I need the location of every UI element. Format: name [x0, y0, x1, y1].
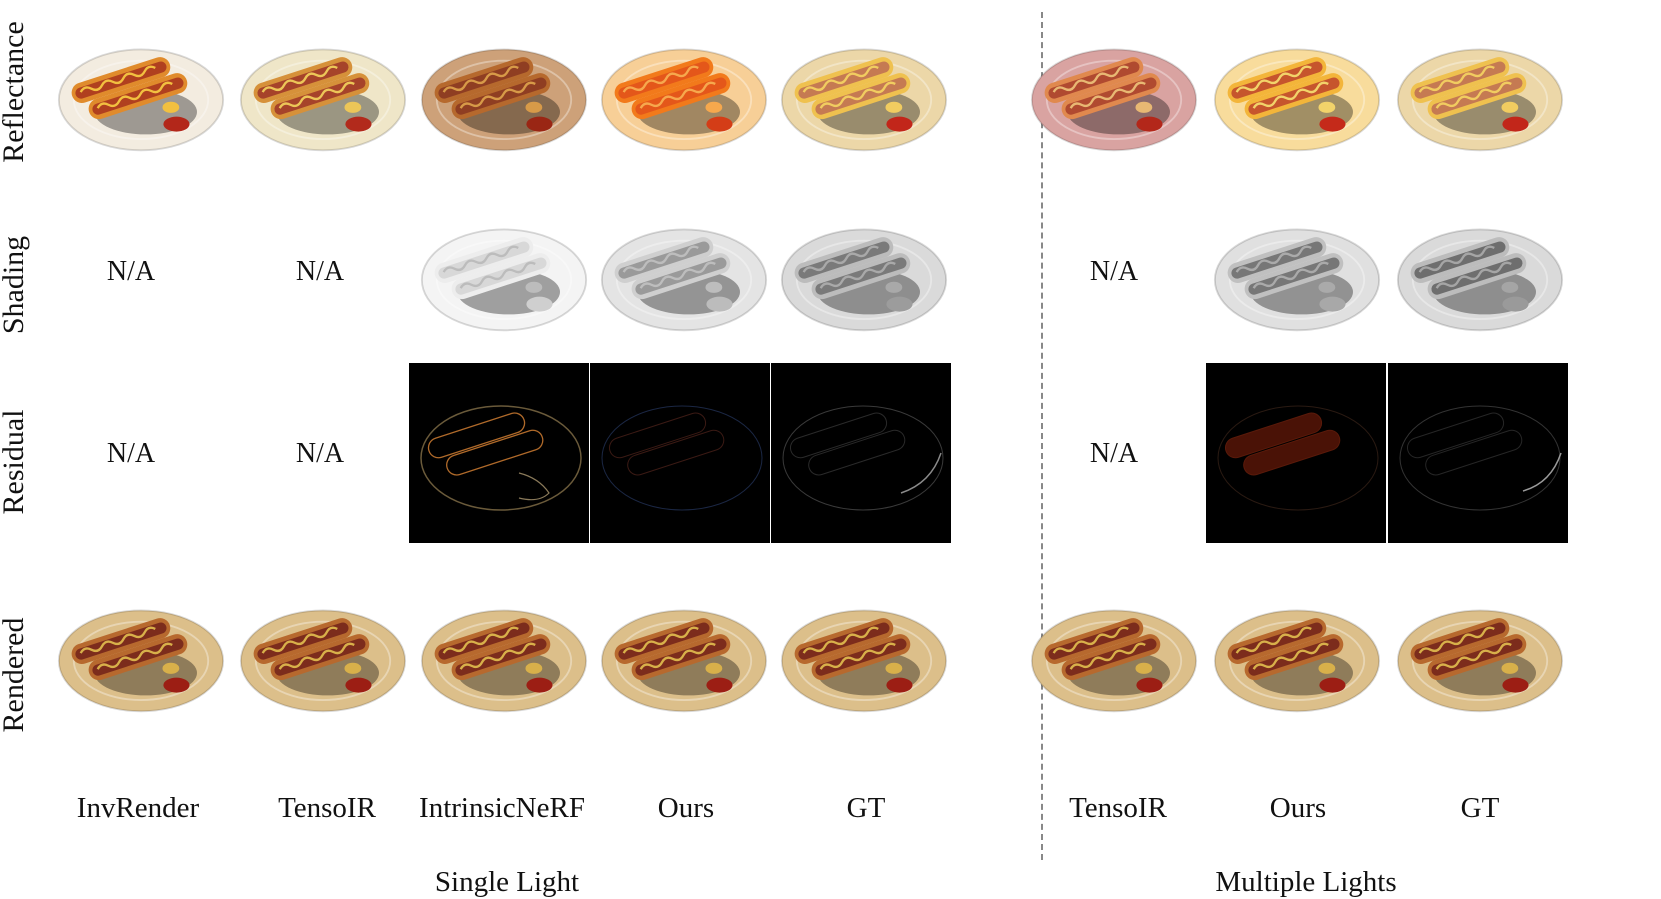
- method-label-ours: Ours: [657, 792, 715, 824]
- row-label-residual: Residual: [0, 409, 30, 515]
- row-label-rendered: Rendered: [0, 617, 30, 733]
- reflectance-tensoir-image: [239, 42, 407, 154]
- rendered-multi-ours-image: [1213, 603, 1381, 715]
- method-label-multi-gt: GT: [1460, 792, 1500, 824]
- shading-multi-tensoir-na: N/A: [1089, 256, 1139, 287]
- shading-multi-ours-image: [1213, 222, 1381, 334]
- shading-invrender-na: N/A: [106, 256, 156, 287]
- group-divider: [1041, 12, 1043, 860]
- residual-gt-image: [771, 363, 951, 543]
- shading-multi-gt-image: [1396, 222, 1564, 334]
- method-label-multi-tensoir: TensoIR: [1069, 792, 1167, 824]
- reflectance-multi-ours-image: [1213, 42, 1381, 154]
- residual-invrender-na: N/A: [106, 438, 156, 469]
- group-label-multiple-lights: Multiple Lights: [1215, 866, 1397, 898]
- rendered-multi-tensoir-image: [1030, 603, 1198, 715]
- rendered-multi-gt-image: [1396, 603, 1564, 715]
- method-label-intrinsicnerf: IntrinsicNeRF: [419, 792, 585, 824]
- method-label-invrender: InvRender: [76, 792, 200, 824]
- shading-intrinsicnerf-image: [420, 222, 588, 334]
- reflectance-gt-image: [780, 42, 948, 154]
- reflectance-multi-tensoir-image: [1030, 42, 1198, 154]
- residual-multi-tensoir-na: N/A: [1089, 438, 1139, 469]
- group-label-single-light: Single Light: [434, 866, 580, 898]
- shading-gt-image: [780, 222, 948, 334]
- reflectance-multi-gt-image: [1396, 42, 1564, 154]
- rendered-intrinsicnerf-image: [420, 603, 588, 715]
- residual-ours-image: [590, 363, 770, 543]
- residual-intrinsicnerf-image: [409, 363, 589, 543]
- shading-ours-image: [600, 222, 768, 334]
- rendered-tensoir-image: [239, 603, 407, 715]
- reflectance-intrinsicnerf-image: [420, 42, 588, 154]
- method-label-multi-ours: Ours: [1269, 792, 1327, 824]
- method-label-tensoir: TensoIR: [278, 792, 376, 824]
- rendered-invrender-image: [57, 603, 225, 715]
- residual-tensoir-na: N/A: [295, 438, 345, 469]
- method-label-gt: GT: [846, 792, 886, 824]
- residual-multi-gt-image: [1388, 363, 1568, 543]
- row-label-reflectance: Reflectance: [0, 21, 30, 163]
- rendered-gt-image: [780, 603, 948, 715]
- reflectance-ours-image: [600, 42, 768, 154]
- reflectance-invrender-image: [57, 42, 225, 154]
- shading-tensoir-na: N/A: [295, 256, 345, 287]
- row-label-shading: Shading: [0, 235, 30, 335]
- residual-multi-ours-image: [1206, 363, 1386, 543]
- rendered-ours-image: [600, 603, 768, 715]
